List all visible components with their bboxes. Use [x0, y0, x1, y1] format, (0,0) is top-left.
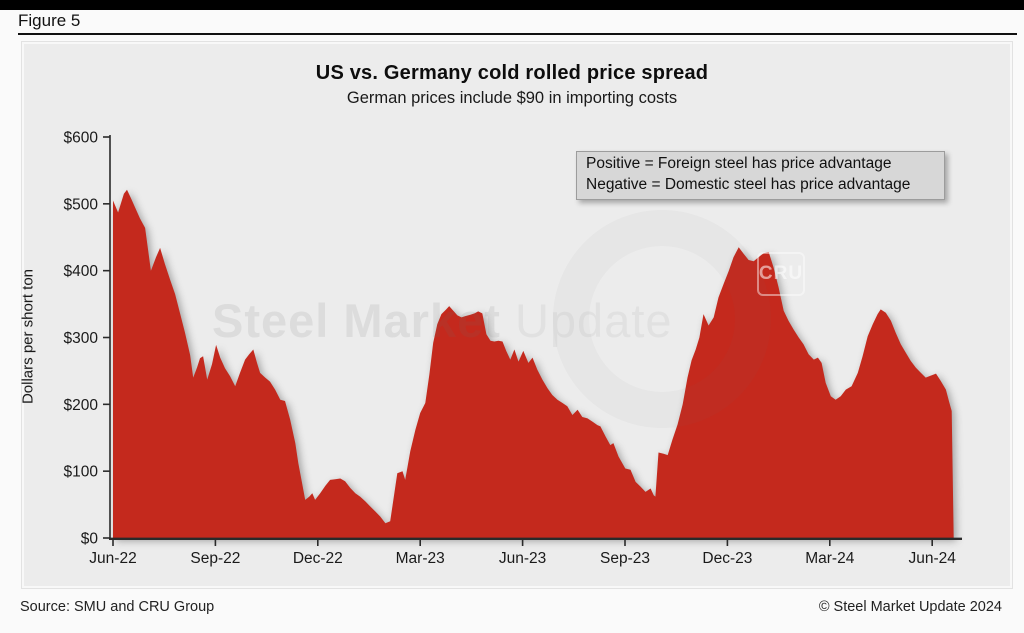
x-tick-label: Jun-24: [908, 550, 956, 567]
x-tick-label: Dec-23: [702, 550, 752, 567]
price-spread-area: [113, 189, 954, 539]
figure-rule-divider: [18, 33, 1017, 35]
footer-source: Source: SMU and CRU Group: [20, 599, 215, 615]
x-tick-label: Dec-22: [293, 550, 343, 567]
y-tick-label: $0: [81, 531, 99, 548]
x-tick-label: Mar-24: [805, 550, 854, 567]
y-tick-label: $200: [64, 397, 99, 414]
chart-subtitle: German prices include $90 in importing c…: [346, 89, 678, 107]
legend-note-line1: Positive = Foreign steel has price advan…: [586, 155, 892, 172]
x-tick-label: Jun-23: [499, 550, 546, 567]
y-tick-label: $500: [64, 196, 99, 213]
x-tick-label: Mar-23: [396, 550, 445, 567]
y-tick-label: $300: [64, 330, 99, 347]
y-tick-label: $600: [64, 130, 99, 147]
figure-label: Figure 5: [18, 11, 81, 30]
y-tick-label: $400: [64, 263, 99, 280]
top-black-bar: [0, 0, 1024, 10]
legend-note-line2: Negative = Domestic steel has price adva…: [586, 175, 911, 193]
chart-title: US vs. Germany cold rolled price spread: [315, 62, 709, 84]
x-tick-label: Jun-22: [89, 550, 136, 567]
x-tick-label: Sep-23: [600, 550, 650, 567]
y-tick-label: $100: [64, 464, 99, 481]
footer-copyright: © Steel Market Update 2024: [818, 599, 1002, 615]
legend-note-box: Positive = Foreign steel has price advan…: [576, 151, 945, 200]
x-tick-label: Sep-22: [190, 550, 240, 567]
